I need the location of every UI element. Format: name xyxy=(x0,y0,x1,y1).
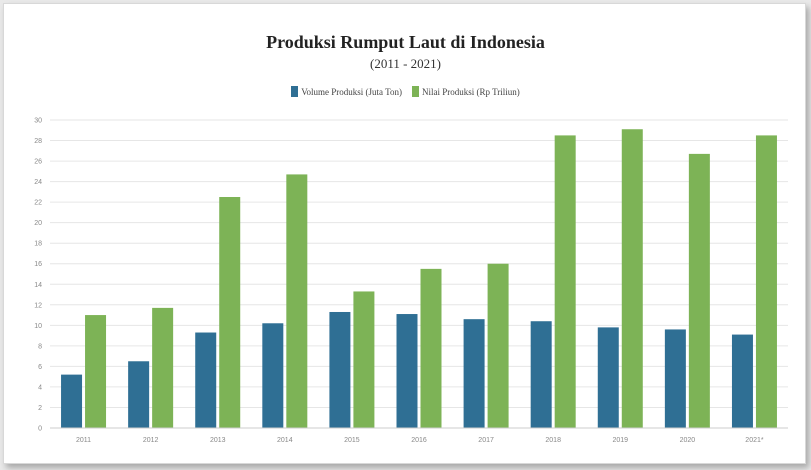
bar-volume xyxy=(731,334,753,428)
x-tick-label: 2021* xyxy=(745,437,764,444)
y-tick-label: 22 xyxy=(34,200,42,207)
bar-volume xyxy=(530,321,552,428)
y-tick-label: 18 xyxy=(34,241,42,248)
x-tick-label: 2014 xyxy=(277,437,293,444)
y-tick-label: 20 xyxy=(34,220,42,227)
x-tick-label: 2016 xyxy=(411,437,427,444)
bar-volume xyxy=(664,329,686,428)
y-tick-label: 14 xyxy=(34,282,42,289)
bar-volume xyxy=(195,332,217,428)
bar-volume xyxy=(61,374,83,428)
y-tick-label: 12 xyxy=(34,302,42,309)
bar-value xyxy=(219,197,241,428)
x-tick-label: 2017 xyxy=(478,437,494,444)
bar-value xyxy=(420,268,442,428)
legend-item-volume[interactable]: Volume Produksi (Juta Ton) xyxy=(291,86,402,97)
x-tick-label: 2013 xyxy=(210,437,226,444)
legend-label-value: Nilai Produksi (Rp Triliun) xyxy=(422,86,520,97)
y-tick-label: 4 xyxy=(38,384,42,391)
bar-value xyxy=(85,315,107,428)
bar-volume xyxy=(396,314,418,428)
y-tick-label: 8 xyxy=(38,343,42,350)
y-tick-label: 0 xyxy=(38,426,42,433)
y-tick-label: 6 xyxy=(38,364,42,371)
x-tick-label: 2020 xyxy=(680,437,696,444)
y-tick-label: 10 xyxy=(34,323,42,330)
legend-swatch-volume xyxy=(291,86,299,97)
bar-volume xyxy=(463,319,485,428)
bar-value xyxy=(554,135,576,428)
y-tick-label: 2 xyxy=(38,405,42,412)
legend-item-value[interactable]: Nilai Produksi (Rp Triliun) xyxy=(412,86,520,97)
bar-value xyxy=(621,129,643,429)
x-tick-label: 2011 xyxy=(76,437,91,444)
legend-label-volume: Volume Produksi (Juta Ton) xyxy=(301,86,403,97)
y-tick-label: 26 xyxy=(34,159,42,166)
y-tick-label: 24 xyxy=(34,179,42,186)
chart-legend: Volume Produksi (Juta Ton) Nilai Produks… xyxy=(0,86,811,97)
chart-subtitle: (2011 - 2021) xyxy=(369,56,441,71)
bar-volume xyxy=(329,311,351,428)
bar-volume xyxy=(597,327,619,428)
x-tick-label: 2015 xyxy=(344,437,360,444)
bar-value xyxy=(688,153,710,428)
bar-value xyxy=(152,307,174,428)
legend-swatch-value xyxy=(412,86,420,97)
y-tick-label: 30 xyxy=(34,118,42,125)
y-tick-label: 16 xyxy=(34,261,42,268)
bar-value xyxy=(286,174,308,428)
bar-volume xyxy=(262,323,284,428)
x-tick-label: 2012 xyxy=(143,437,159,444)
bar-volume xyxy=(128,361,150,428)
bar-value xyxy=(755,135,777,428)
bar-value xyxy=(487,263,509,428)
x-tick-label: 2019 xyxy=(612,437,628,444)
chart-title: Produksi Rumput Laut di Indonesia xyxy=(266,32,545,52)
y-tick-label: 28 xyxy=(34,138,42,145)
bar-value xyxy=(353,291,375,428)
x-tick-label: 2018 xyxy=(545,437,561,444)
